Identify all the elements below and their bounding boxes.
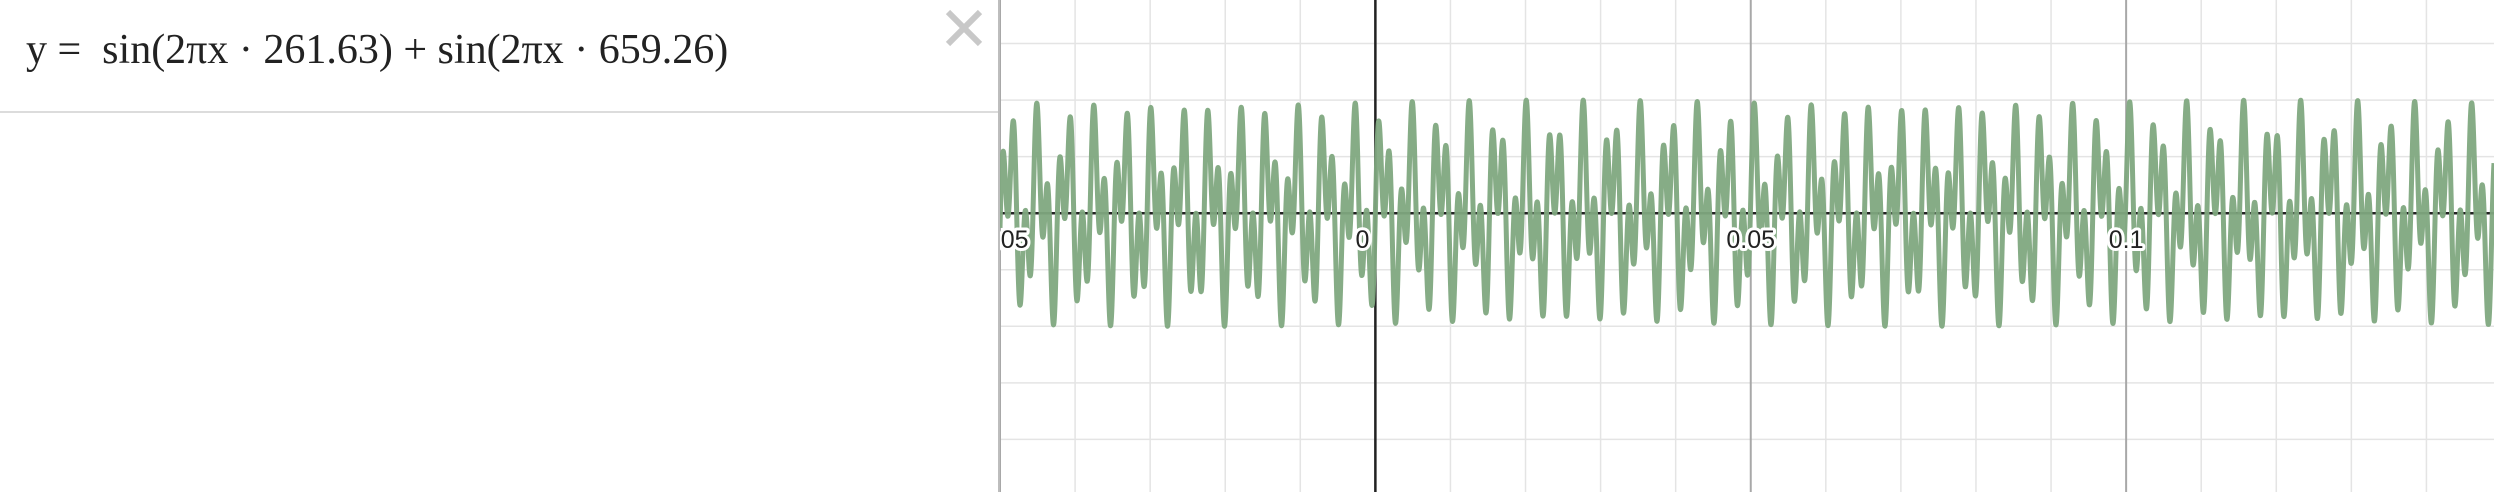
close-button[interactable]	[944, 8, 984, 48]
expression[interactable]: y = sin(2πx · 261.63) + sin(2πx · 659.26…	[26, 27, 729, 73]
graph[interactable]: -0.05 0 0.05 0.1	[1000, 0, 2494, 492]
function-curve	[1000, 97, 2494, 329]
expression-row[interactable]: y = sin(2πx · 261.63) + sin(2πx · 659.26…	[0, 0, 998, 113]
expression-panel: y = sin(2πx · 261.63) + sin(2πx · 659.26…	[0, 0, 1000, 492]
x-tick-label: 0.1	[2109, 226, 2144, 254]
x-tick-label: 0	[1355, 226, 1369, 254]
x-tick-label: 0.05	[1726, 226, 1775, 254]
x-tick-label: -0.05	[1000, 226, 1028, 254]
